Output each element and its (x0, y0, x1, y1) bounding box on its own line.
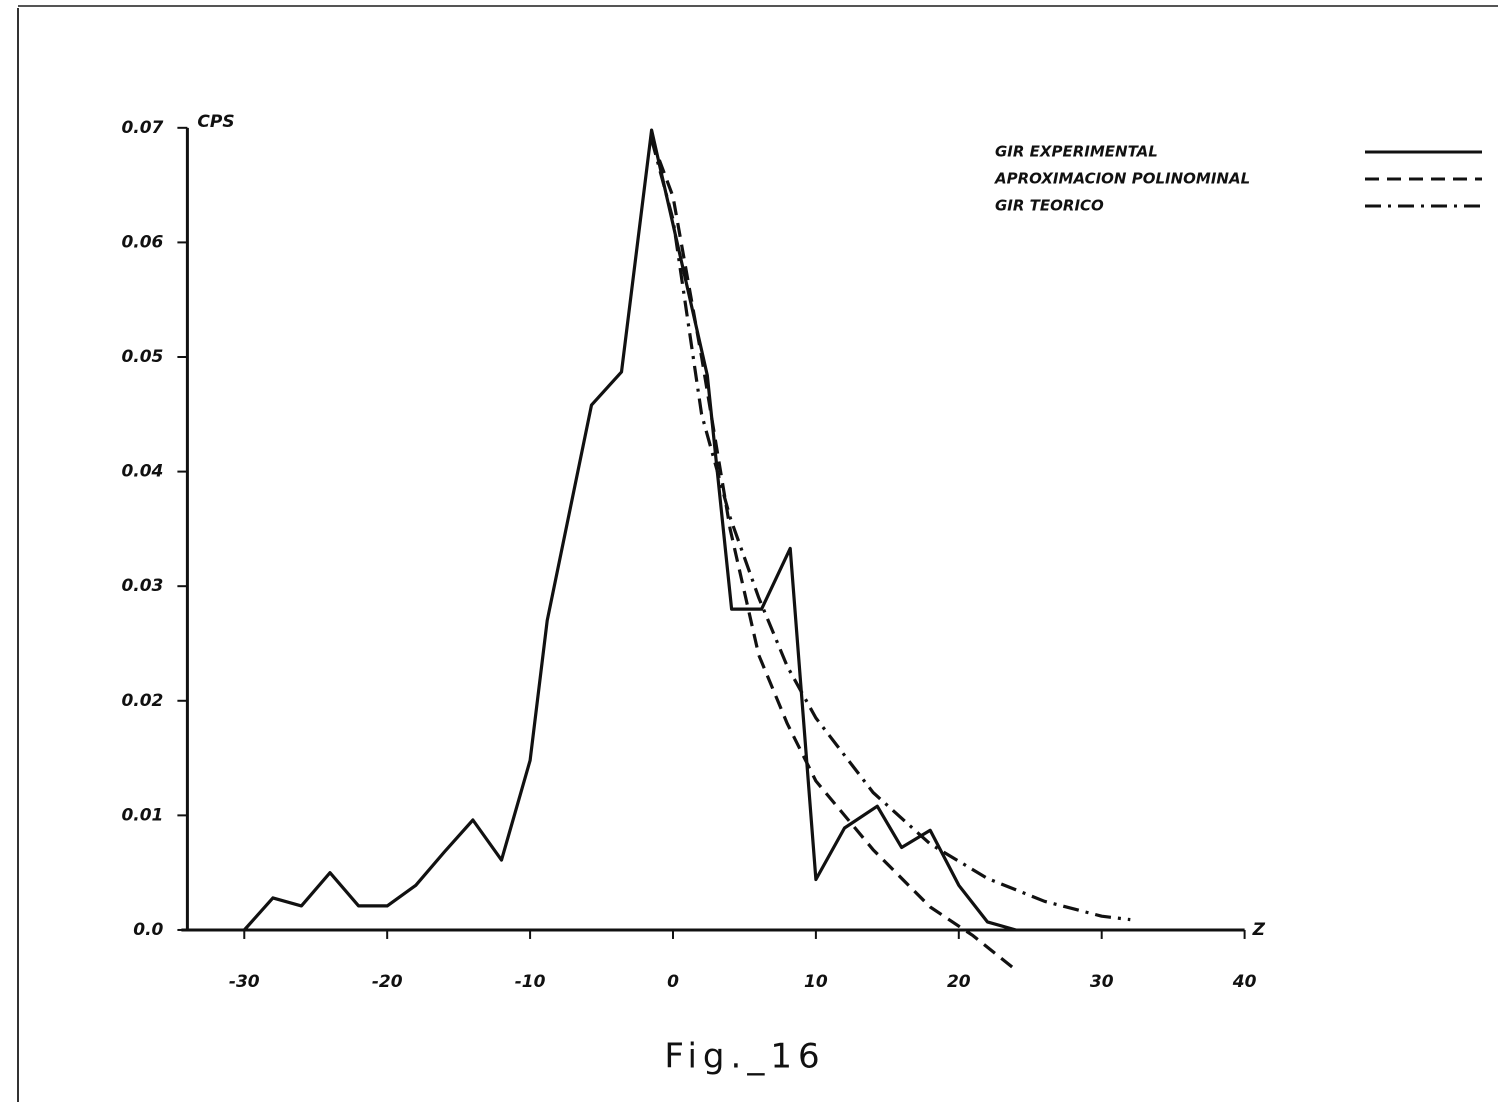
y-tick-label: 0.02 (121, 691, 163, 711)
x-axis-label: Z (1252, 920, 1266, 940)
x-tick-label: -30 (229, 972, 260, 992)
legend-label: APROXIMACION POLINOMINAL (994, 170, 1250, 188)
y-tick-label: 0.05 (121, 347, 163, 367)
y-tick-label: 0.07 (121, 118, 163, 138)
x-tick-label: 30 (1090, 972, 1114, 992)
x-tick-label: -20 (372, 972, 403, 992)
y-tick-label: 0.03 (121, 576, 163, 596)
x-tick-label: -10 (515, 972, 546, 992)
y-tick-label: 0.06 (121, 232, 163, 252)
x-tick-label: 0 (667, 972, 679, 992)
legend-label: GIR EXPERIMENTAL (995, 143, 1158, 161)
x-tick-label: 40 (1232, 972, 1257, 992)
series-line (243, 128, 1017, 932)
y-tick-label: 0.01 (121, 805, 163, 825)
y-tick-label: 0.0 (133, 920, 163, 940)
x-tick-label: 20 (947, 972, 971, 992)
y-axis-label: CPS (197, 112, 234, 132)
legend-label: GIR TEORICO (995, 197, 1104, 215)
caption: Fig._16 (664, 1037, 825, 1077)
series-line (650, 138, 1131, 922)
series-line (650, 138, 1018, 972)
y-tick-label: 0.04 (121, 462, 163, 482)
x-tick-label: 10 (804, 972, 828, 992)
